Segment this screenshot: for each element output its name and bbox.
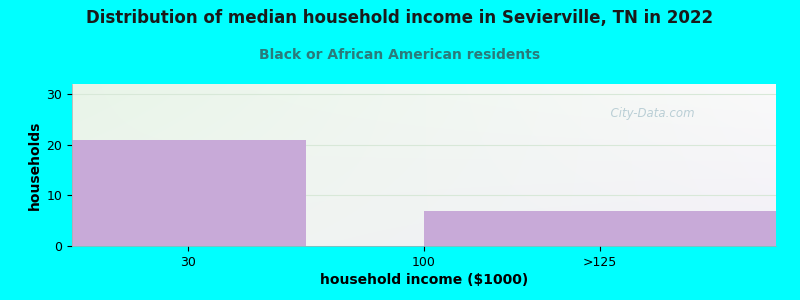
Text: City-Data.com: City-Data.com bbox=[603, 107, 695, 120]
Bar bbox=[72, 140, 306, 246]
Text: Black or African American residents: Black or African American residents bbox=[259, 48, 541, 62]
Bar bbox=[424, 211, 776, 246]
Y-axis label: households: households bbox=[28, 120, 42, 210]
X-axis label: household income ($1000): household income ($1000) bbox=[320, 273, 528, 287]
Text: Distribution of median household income in Sevierville, TN in 2022: Distribution of median household income … bbox=[86, 9, 714, 27]
